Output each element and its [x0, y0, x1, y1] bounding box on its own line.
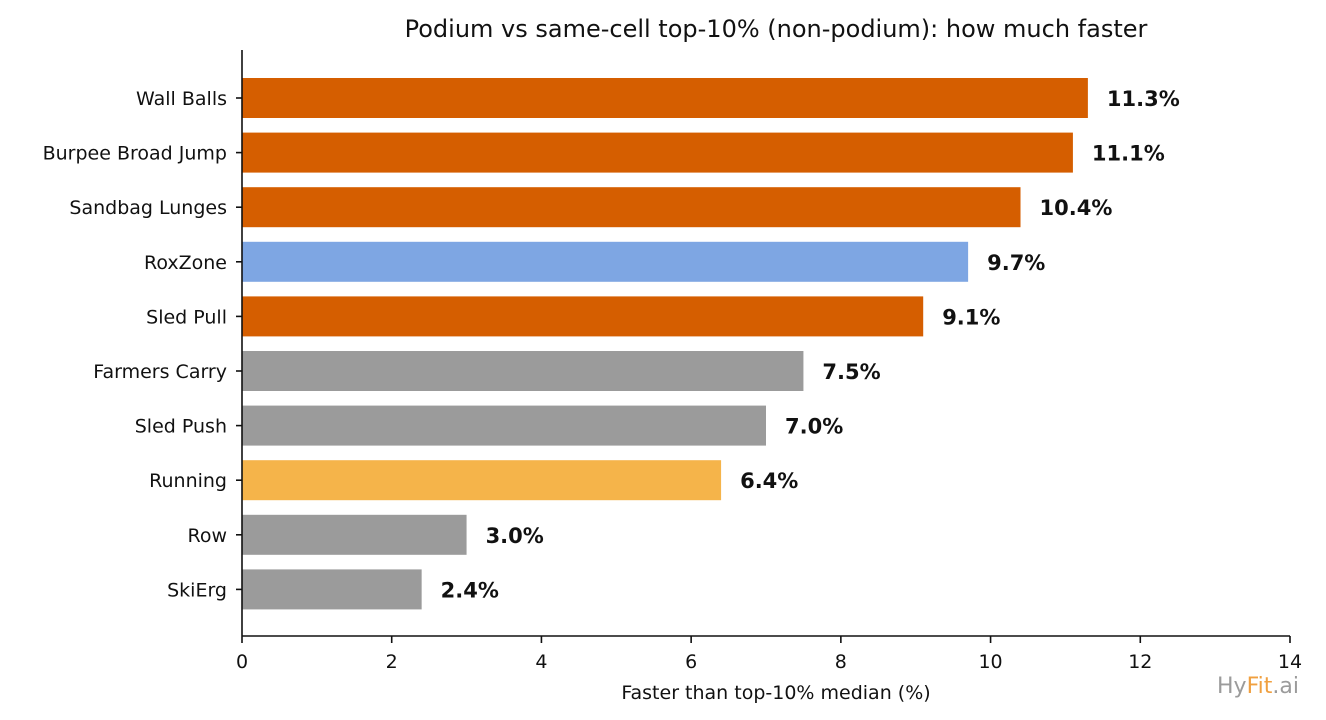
bar-wall-balls [242, 78, 1088, 118]
x-tick-label: 10 [978, 651, 1002, 673]
value-label-farmers-carry: 7.5% [822, 360, 880, 384]
category-label-sled-push: Sled Push [135, 416, 227, 438]
watermark-part-ai: .ai [1272, 674, 1299, 699]
value-label-burpee-broad-jump: 11.1% [1092, 142, 1165, 166]
bar-roxzone [242, 241, 969, 282]
x-tick-label: 2 [386, 651, 398, 673]
value-label-sled-push: 7.0% [785, 415, 843, 439]
x-tick-label: 12 [1128, 651, 1152, 673]
category-label-burpee-broad-jump: Burpee Broad Jump [43, 143, 227, 165]
category-label-skierg: SkiErg [167, 579, 227, 601]
value-label-wall-balls: 11.3% [1107, 87, 1180, 111]
bar-skierg [242, 569, 422, 610]
category-label-sandbag-lunges: Sandbag Lunges [69, 197, 227, 219]
bar-row [242, 514, 467, 555]
x-ticks: 0 2 4 6 8 10 12 14 [236, 636, 1302, 673]
x-tick-label: 8 [835, 651, 847, 673]
value-label-roxzone: 9.7% [987, 251, 1045, 275]
category-label-running: Running [149, 470, 227, 492]
bar-sandbag-lunges [242, 187, 1021, 228]
x-axis-label: Faster than top-10% median (%) [621, 682, 930, 704]
bar-sled-push [242, 405, 766, 446]
category-label-sled-pull: Sled Pull [146, 306, 227, 328]
value-label-sandbag-lunges: 10.4% [1040, 196, 1113, 220]
value-label-row: 3.0% [486, 524, 544, 548]
x-tick-label: 6 [685, 651, 697, 673]
category-labels: Wall Balls Burpee Broad Jump Sandbag Lunge… [43, 88, 242, 601]
category-label-roxzone: RoxZone [144, 252, 227, 274]
bar-farmers-carry [242, 351, 804, 391]
value-labels: 11.3% 11.1% 10.4% 9.7% 9.1% 7.5% 7.0% 6.4% 3.0% 2… [441, 87, 1180, 602]
value-label-skierg: 2.4% [441, 578, 499, 602]
category-label-farmers-carry: Farmers Carry [93, 361, 227, 383]
category-label-wall-balls: Wall Balls [136, 88, 227, 110]
bars [242, 78, 1088, 610]
watermark-part-fit: Fit [1246, 674, 1273, 699]
bar-burpee-broad-jump [242, 132, 1073, 173]
x-tick-label: 4 [535, 651, 547, 673]
bar-sled-pull [242, 296, 924, 337]
chart-title: Podium vs same-cell top-10% (non-podium)… [405, 15, 1148, 43]
category-label-row: Row [187, 525, 227, 547]
value-label-running: 6.4% [740, 469, 798, 493]
watermark-logo: HyFit.ai [1217, 674, 1299, 699]
x-tick-label: 0 [236, 651, 248, 673]
value-label-sled-pull: 9.1% [942, 305, 1000, 329]
watermark-part-hy: Hy [1217, 674, 1247, 699]
bar-running [242, 460, 722, 501]
x-tick-label: 14 [1278, 651, 1302, 673]
